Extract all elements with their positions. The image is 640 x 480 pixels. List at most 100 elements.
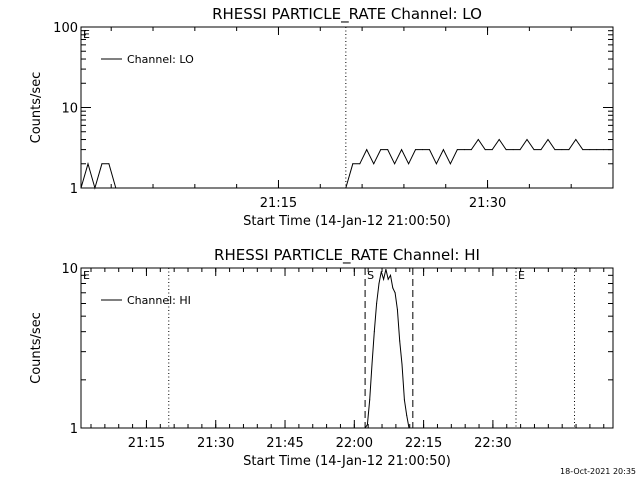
x-tick-label: 22:30 <box>474 436 511 451</box>
data-point <box>596 149 598 151</box>
legend-label: Channel: HI <box>127 294 191 307</box>
data-point <box>410 427 412 429</box>
data-point <box>192 187 194 189</box>
data-point <box>575 139 577 141</box>
series-line <box>364 269 412 429</box>
data-point <box>366 149 368 151</box>
x-tick-label: 21:30 <box>197 436 234 451</box>
y-axis-label: Counts/sec <box>29 312 44 384</box>
data-point <box>275 187 277 189</box>
data-point <box>373 163 375 165</box>
data-point <box>371 363 373 365</box>
data-point <box>94 187 96 189</box>
data-point <box>561 149 563 151</box>
data-point <box>171 187 173 189</box>
data-point <box>540 149 542 151</box>
data-point <box>359 163 361 165</box>
data-point <box>547 139 549 141</box>
data-point <box>512 149 514 151</box>
data-point <box>422 149 424 151</box>
data-point <box>396 309 398 311</box>
data-point <box>324 187 326 189</box>
data-point <box>389 274 391 276</box>
data-point <box>380 149 382 151</box>
data-point <box>164 187 166 189</box>
data-point <box>408 427 410 429</box>
data-point <box>403 399 405 401</box>
footer-timestamp: 18-Oct-2021 20:35 <box>560 467 636 476</box>
data-point <box>383 278 385 280</box>
marker-label: E <box>518 269 525 282</box>
data-point <box>254 187 256 189</box>
x-axis-label: Start Time (14-Jan-12 21:00:50) <box>243 454 451 469</box>
data-point <box>401 149 403 151</box>
y-tick-label: 10 <box>61 262 78 277</box>
data-point <box>428 149 430 151</box>
data-point <box>589 149 591 151</box>
y-tick-label: 10 <box>61 102 78 117</box>
data-point <box>205 187 207 189</box>
data-point <box>610 149 612 151</box>
data-point <box>101 163 103 165</box>
data-point <box>387 278 389 280</box>
data-point <box>582 149 584 151</box>
data-point <box>603 149 605 151</box>
data-point <box>185 187 187 189</box>
data-point <box>198 187 200 189</box>
data-point <box>376 302 378 304</box>
marker-label: E <box>83 269 90 282</box>
data-point <box>303 187 305 189</box>
data-point <box>136 187 138 189</box>
data-point <box>392 287 394 289</box>
data-point <box>449 163 451 165</box>
chart-panel-lo: RHESSI PARTICLE_RATE Channel: LO Counts/s… <box>29 5 614 229</box>
data-point <box>533 149 535 151</box>
data-point <box>385 268 387 270</box>
data-point <box>317 187 319 189</box>
data-point <box>406 414 408 416</box>
data-point <box>568 149 570 151</box>
data-point <box>456 149 458 151</box>
data-point <box>394 292 396 294</box>
data-point <box>435 163 437 165</box>
data-point <box>387 149 389 151</box>
data-point <box>364 427 366 429</box>
y-tick-label: 100 <box>53 21 78 36</box>
data-point <box>80 187 82 189</box>
data-point <box>408 163 410 165</box>
x-tick-label: 21:15 <box>260 196 297 211</box>
x-tick-label: 22:15 <box>405 436 442 451</box>
marker-label: E <box>83 28 90 41</box>
chart-title: RHESSI PARTICLE_RATE Channel: LO <box>212 5 482 24</box>
y-tick-label: 1 <box>70 422 78 437</box>
plot-frame <box>80 26 614 189</box>
data-point <box>505 149 507 151</box>
x-tick-label: 21:15 <box>128 436 165 451</box>
data-point <box>331 187 333 189</box>
data-point <box>282 187 284 189</box>
data-point <box>554 149 556 151</box>
marker-label: S <box>367 269 374 282</box>
data-point <box>226 187 228 189</box>
x-tick-label: 21:45 <box>266 436 303 451</box>
data-point <box>212 187 214 189</box>
data-point <box>519 149 521 151</box>
data-point <box>157 187 159 189</box>
chart-title: RHESSI PARTICLE_RATE Channel: HI <box>214 246 480 265</box>
chart-panel-hi: RHESSI PARTICLE_RATE Channel: HI Counts/s… <box>29 246 614 469</box>
data-point <box>463 149 465 151</box>
data-point <box>491 149 493 151</box>
data-point <box>240 187 242 189</box>
data-point <box>178 187 180 189</box>
data-point <box>345 187 347 189</box>
data-point <box>484 149 486 151</box>
data-point <box>219 187 221 189</box>
x-tick-label: 22:00 <box>336 436 373 451</box>
data-point <box>442 149 444 151</box>
data-point <box>310 187 312 189</box>
plot-frame <box>80 267 614 429</box>
data-point <box>380 271 382 273</box>
data-point <box>498 139 500 141</box>
